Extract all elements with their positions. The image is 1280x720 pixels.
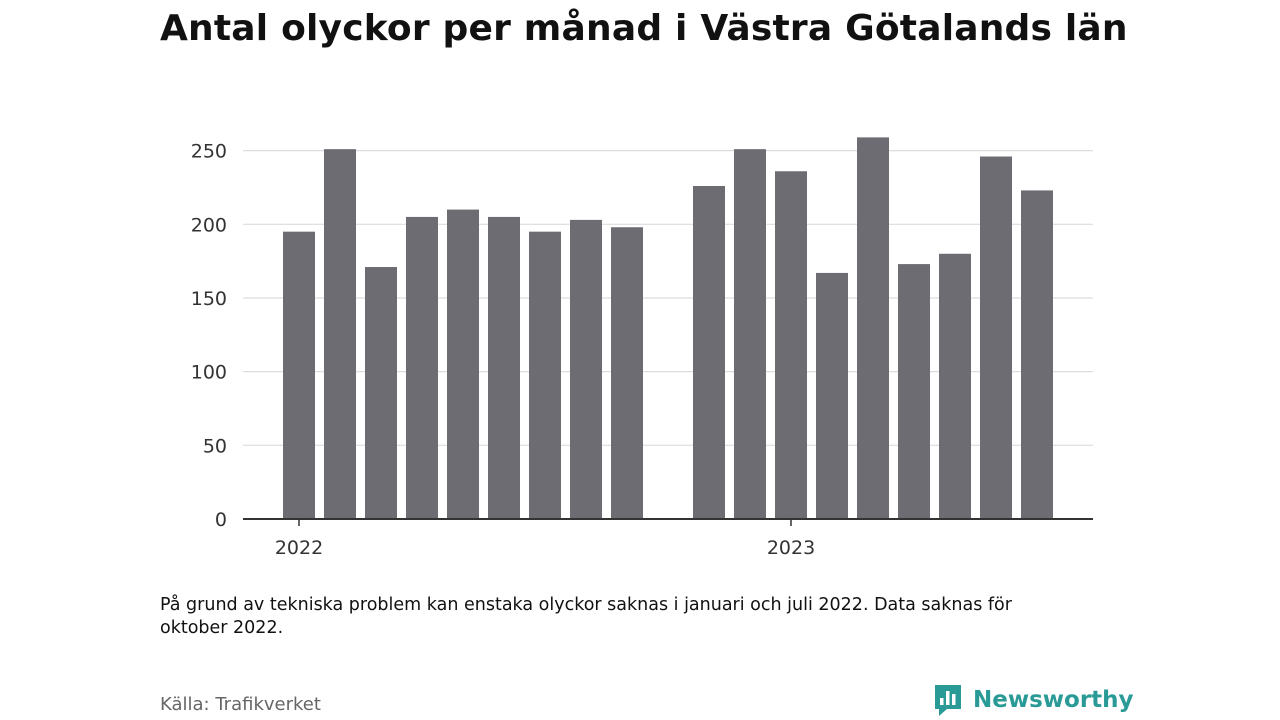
bar-chart: 0 50 100 150 200 250 2022 2023 xyxy=(191,137,1093,559)
y-tick-label: 0 xyxy=(215,509,227,531)
y-tick-label: 50 xyxy=(203,435,227,457)
newsworthy-brand[interactable]: Newsworthy xyxy=(933,682,1134,718)
bar xyxy=(734,149,766,520)
x-tick-label: 2023 xyxy=(767,537,815,559)
newsworthy-logo-icon xyxy=(935,685,961,716)
bar xyxy=(529,231,561,520)
bar xyxy=(406,216,438,519)
chart-title: Antal olyckor per månad i Västra Götalan… xyxy=(160,8,1128,49)
bar xyxy=(488,216,520,519)
bar xyxy=(980,156,1012,520)
source-label: Källa: Trafikverket xyxy=(160,694,321,715)
bar xyxy=(611,227,643,519)
bar xyxy=(365,267,397,519)
bar xyxy=(447,209,479,519)
bar xyxy=(775,171,807,519)
y-tick-label: 200 xyxy=(191,214,227,236)
bar xyxy=(939,253,971,519)
y-tick-label: 100 xyxy=(191,362,227,384)
chart-note: På grund av tekniska problem kan enstaka… xyxy=(160,595,1012,638)
bar xyxy=(570,219,602,519)
bar xyxy=(324,149,356,520)
y-tick-label: 150 xyxy=(191,288,227,310)
brand-name: Newsworthy xyxy=(973,687,1134,713)
bar xyxy=(693,185,725,519)
bar xyxy=(857,137,889,519)
x-tick-label: 2022 xyxy=(275,537,323,559)
bar xyxy=(816,272,848,519)
bar xyxy=(1021,190,1053,520)
y-tick-label: 250 xyxy=(191,141,227,163)
bar xyxy=(283,231,315,520)
bar xyxy=(898,264,930,519)
